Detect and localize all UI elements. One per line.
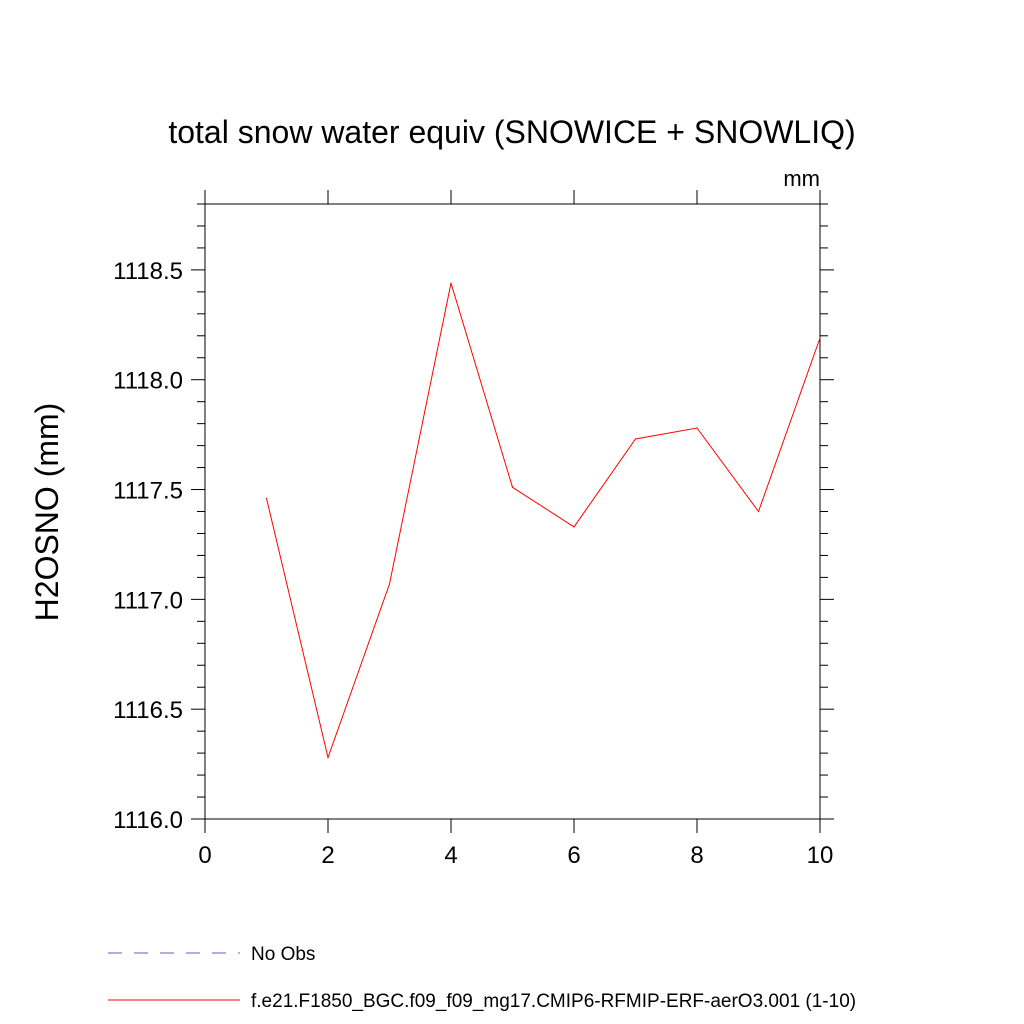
- data-point: [573, 526, 575, 528]
- data-point: [450, 282, 452, 284]
- axis-ticks: 0 2 4 6 8 10 1116.0 1116.5 1117.0 1117.5 1118.0 111…: [113, 190, 834, 869]
- x-tick-label: 10: [807, 842, 834, 869]
- legend-label: f.e21.F1850_BGC.f09_f09_mg17.CMIP6-RFMIP…: [251, 991, 856, 1012]
- units-label: mm: [783, 166, 820, 191]
- x-tick-label: 2: [321, 842, 334, 869]
- x-tick-label: 6: [567, 842, 580, 869]
- data-point: [388, 583, 391, 585]
- data-point: [265, 497, 268, 499]
- legend-label: No Obs: [251, 944, 315, 965]
- data-point: [757, 510, 760, 513]
- data-point: [634, 438, 637, 440]
- y-tick-label: 1116.0: [113, 807, 183, 834]
- y-tick-label: 1118.5: [113, 258, 183, 285]
- series-group: [265, 282, 821, 760]
- plot-frame: [204, 203, 821, 820]
- series-line: [266, 282, 821, 760]
- x-tick-label: 8: [690, 842, 703, 869]
- x-tick-label: 4: [444, 842, 457, 869]
- y-tick-label: 1117.0: [113, 587, 183, 614]
- x-tick-label: 0: [198, 842, 211, 869]
- data-point: [696, 427, 698, 429]
- chart-title: total snow water equiv (SNOWICE + SNOWLI…: [168, 114, 855, 150]
- y-tick-label: 1117.5: [113, 478, 183, 505]
- y-axis-label: H2OSNO (mm): [29, 403, 65, 622]
- y-tick-label: 1116.5: [113, 697, 183, 724]
- y-tick-label: 1118.0: [113, 368, 183, 395]
- legend: No Obs f.e21.F1850_BGC.f09_f09_mg17.CMIP6…: [108, 944, 856, 1012]
- data-point: [511, 486, 514, 488]
- data-point: [327, 756, 329, 759]
- data-point: [819, 337, 821, 339]
